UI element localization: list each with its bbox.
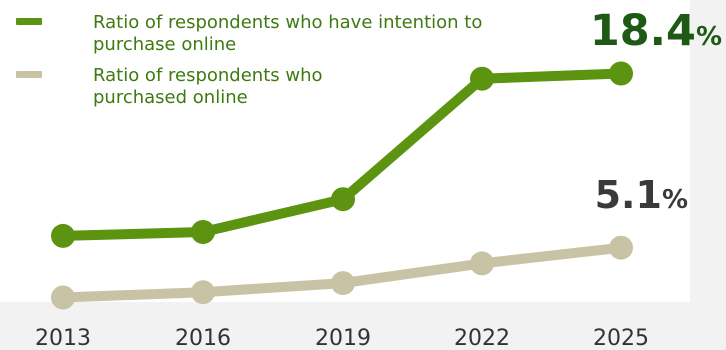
data-point-purchased-2013 (51, 285, 75, 310)
x-tick-label-2025: 2025 (593, 326, 649, 350)
x-tick-label-2019: 2019 (315, 326, 371, 350)
end-value-label-purchased: 5.1% (595, 173, 688, 217)
end-value-label-intention: 18.4% (590, 6, 722, 56)
data-point-purchased-2016 (191, 280, 215, 305)
legend-swatch-purchased (16, 71, 42, 78)
data-point-intention-2016 (191, 220, 215, 244)
data-point-purchased-2022 (470, 251, 494, 276)
legend-swatch-intention (16, 18, 42, 25)
data-point-intention-2022 (470, 66, 494, 91)
x-tick-label-2016: 2016 (175, 326, 231, 350)
data-point-intention-2013 (51, 223, 75, 248)
series-line-intention (58, 68, 626, 241)
data-point-purchased-2025 (609, 235, 633, 260)
legend-label-intention: Ratio of respondents who have intention … (93, 12, 483, 55)
data-point-intention-2019 (331, 187, 355, 212)
x-tick-label-2013: 2013 (35, 326, 91, 350)
x-tick-label-2022: 2022 (454, 326, 510, 350)
data-point-intention-2025 (609, 61, 633, 86)
data-point-purchased-2019 (331, 271, 355, 296)
legend-label-purchased: Ratio of respondents who purchased onlin… (93, 65, 323, 108)
